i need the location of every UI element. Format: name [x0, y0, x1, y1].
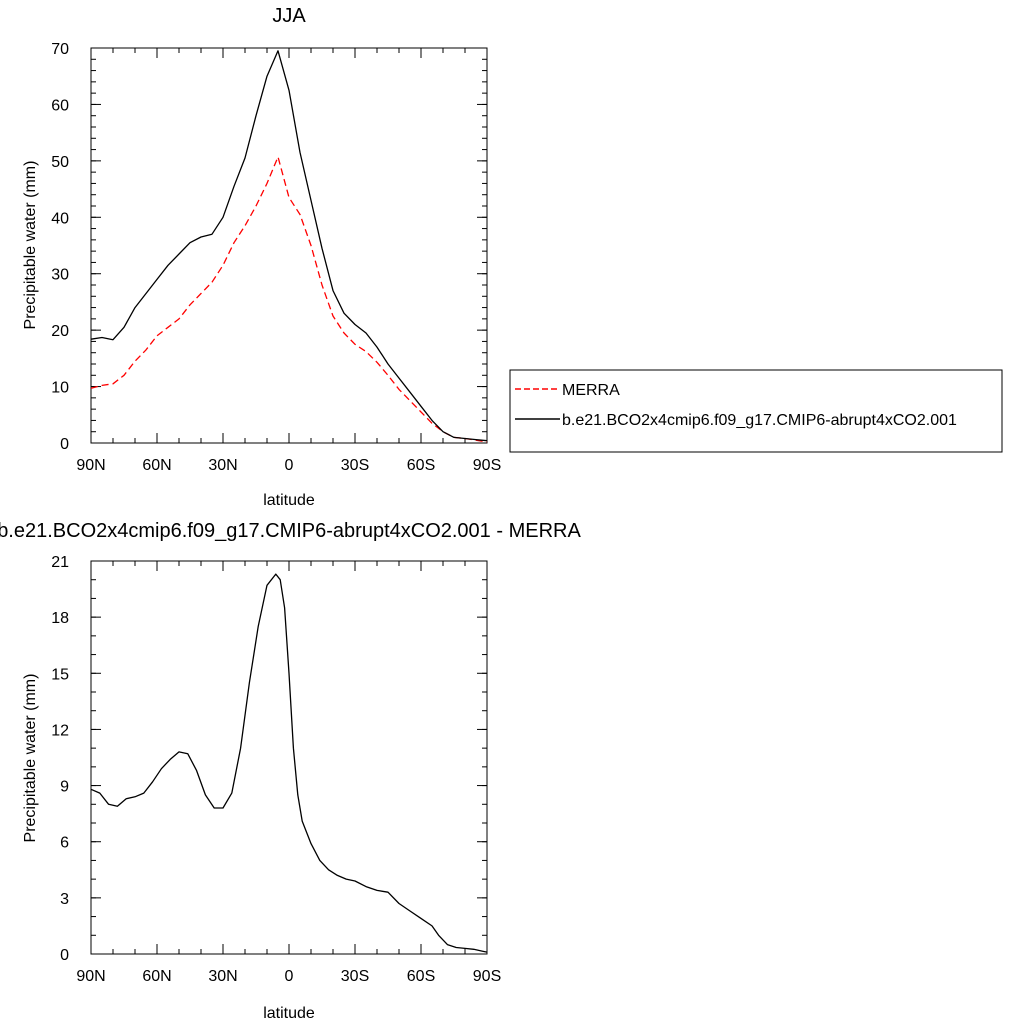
x-tick-label: 90N — [76, 457, 105, 474]
x-axis-label-bottom: latitude — [263, 1005, 315, 1022]
x-tick-label: 90S — [473, 457, 501, 474]
y-tick-label: 6 — [60, 835, 69, 852]
y-tick-label: 21 — [51, 554, 69, 571]
x-tick-label: 60N — [142, 457, 171, 474]
plot-area-bottom: 90N 60N 30N 0 30S 60S 90S 0 3 6 9 12 15 18 21 — [51, 554, 501, 985]
panel-bottom: b.e21.BCO2x4cmip6.f09_g17.CMIP6-abrupt4x… — [0, 520, 581, 1022]
y-tick-label: 15 — [51, 666, 69, 683]
y-tick-label: 12 — [51, 722, 69, 739]
y-tick-label: 60 — [51, 97, 69, 114]
y-tick-label: 0 — [60, 947, 69, 964]
legend: MERRA b.e21.BCO2x4cmip6.f09_g17.CMIP6-ab… — [509, 369, 1003, 453]
y-tick-label: 9 — [60, 779, 69, 796]
x-tick-label: 30N — [208, 968, 237, 985]
y-tick-label: 50 — [51, 154, 69, 171]
y-tick-label: 10 — [51, 380, 69, 397]
x-tick-label: 0 — [285, 457, 294, 474]
x-axis-label-top: latitude — [263, 492, 315, 509]
y-tick-label: 30 — [51, 267, 69, 284]
legend-label-model: b.e21.BCO2x4cmip6.f09_g17.CMIP6-abrupt4x… — [562, 412, 957, 429]
y-tick-label: 20 — [51, 323, 69, 340]
x-tick-label: 90S — [473, 968, 501, 985]
y-tick-label: 0 — [60, 436, 69, 453]
y-tick-label: 18 — [51, 610, 69, 627]
y-tick-label: 3 — [60, 891, 69, 908]
legend-box — [509, 369, 1003, 453]
chart-title-top: JJA — [272, 5, 306, 27]
series-line-bottom-0 — [90, 573, 488, 953]
y-tick-label: 40 — [51, 210, 69, 227]
x-tick-label: 60S — [407, 457, 435, 474]
x-tick-label: 30S — [341, 457, 369, 474]
x-tick-label: 0 — [285, 968, 294, 985]
panel-top: JJA latitude Precipitable water (mm) 90N… — [22, 5, 501, 509]
series-line-top-1 — [90, 50, 488, 442]
legend-label-merra: MERRA — [562, 382, 620, 399]
y-tick-label: 70 — [51, 41, 69, 58]
x-tick-label: 60S — [407, 968, 435, 985]
x-tick-label: 30N — [208, 457, 237, 474]
x-tick-label: 60N — [142, 968, 171, 985]
y-axis-label-bottom: Precipitable water (mm) — [22, 674, 39, 843]
y-axis-label-top: Precipitable water (mm) — [22, 161, 39, 330]
x-tick-label: 90N — [76, 968, 105, 985]
chart-title-bottom: b.e21.BCO2x4cmip6.f09_g17.CMIP6-abrupt4x… — [0, 520, 581, 542]
x-tick-label: 30S — [341, 968, 369, 985]
series-line-top-0 — [90, 156, 488, 443]
plot-area-top: 90N 60N 30N 0 30S 60S 90S 0 10 20 30 40 50 60 70 — [51, 41, 501, 474]
